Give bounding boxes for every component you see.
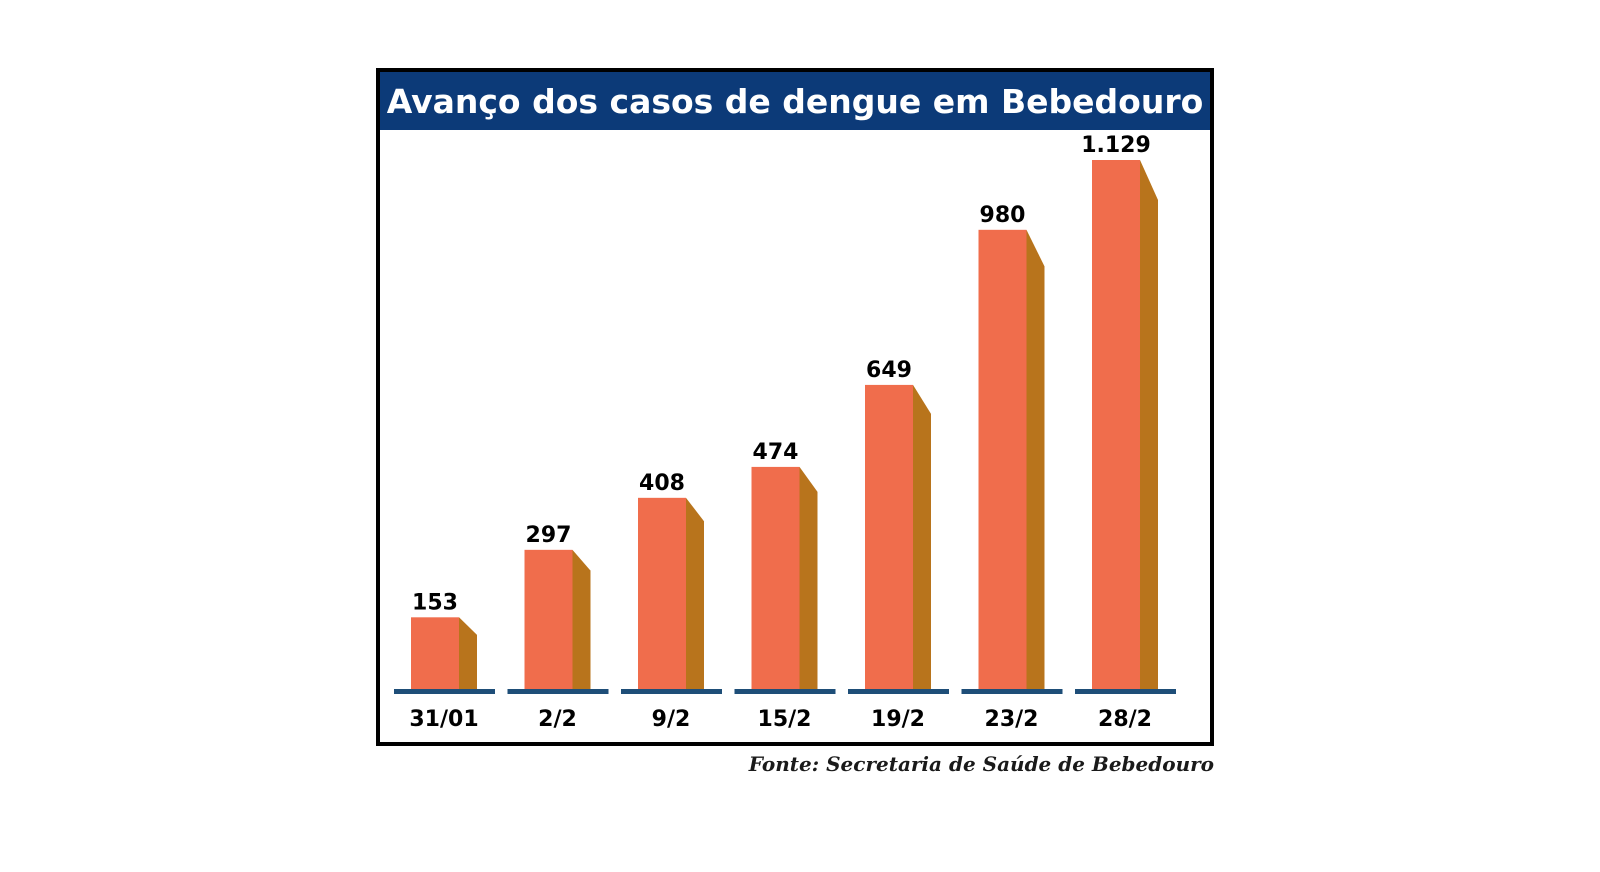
data-label: 408 <box>639 471 685 496</box>
bar-2/2 <box>524 549 573 689</box>
bar-19/2 <box>865 384 913 689</box>
data-label: 1.129 <box>1081 133 1151 158</box>
bar-15/2 <box>751 466 800 689</box>
tick-label: 31/01 <box>409 707 478 732</box>
tick-label: 15/2 <box>758 707 812 732</box>
data-label: 297 <box>526 523 572 548</box>
bar-side-28/2 <box>1140 160 1158 689</box>
tick-label: 23/2 <box>985 707 1039 732</box>
data-label: 649 <box>866 358 912 383</box>
bar-9/2 <box>638 497 686 689</box>
bar-chart: 153 31/01 297 2/2 408 9/2 474 15/2 649 19/2 980 23/… <box>394 133 1176 732</box>
baseline-segment <box>621 689 722 694</box>
bar-side-19/2 <box>913 384 931 689</box>
tick-label: 2/2 <box>538 707 577 732</box>
tick-label: 9/2 <box>652 707 691 732</box>
bar-side-23/2 <box>1026 229 1045 689</box>
baseline-segment <box>507 689 609 694</box>
source-note: Fonte: Secretaria de Saúde de Bebedouro <box>748 752 1214 776</box>
bar-side-31/01 <box>459 617 477 689</box>
data-label: 153 <box>412 590 458 615</box>
baseline-segment <box>961 689 1063 694</box>
bar-28/2 <box>1092 160 1140 689</box>
baseline-segment <box>394 689 495 694</box>
bar-23/2 <box>978 229 1027 689</box>
baseline-segment <box>848 689 949 694</box>
bar-side-9/2 <box>686 497 704 689</box>
baseline-segment <box>1075 689 1176 694</box>
chart-title: Avanço dos casos de dengue em Bebedouro <box>380 72 1210 130</box>
bar-side-2/2 <box>572 549 591 689</box>
bars-layer: 153 31/01 297 2/2 408 9/2 474 15/2 649 19/2 980 23/… <box>394 133 1176 732</box>
bar-side-15/2 <box>799 466 818 689</box>
baseline-segment <box>734 689 836 694</box>
data-label: 980 <box>980 203 1026 228</box>
data-label: 474 <box>753 440 799 465</box>
bar-31/01 <box>411 617 459 689</box>
tick-label: 28/2 <box>1098 707 1152 732</box>
tick-label: 19/2 <box>871 707 925 732</box>
chart-frame: Avanço dos casos de dengue em Bebedouro … <box>376 68 1214 746</box>
